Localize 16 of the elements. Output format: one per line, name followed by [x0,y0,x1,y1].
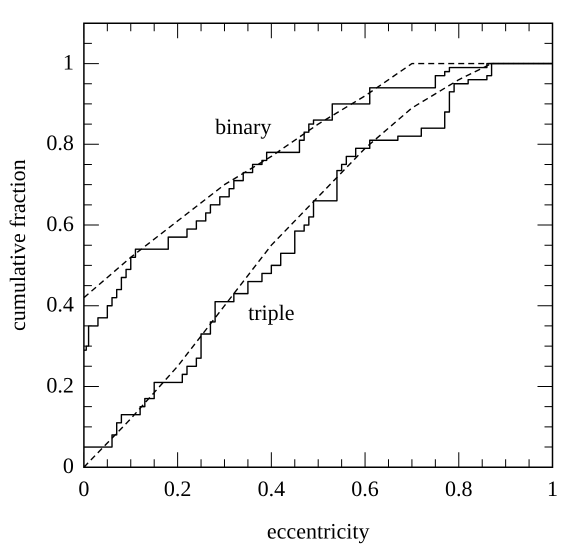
annotation: triple [248,300,295,325]
y-axis-title: cumulative fraction [4,159,30,332]
x-axis-title: eccentricity [266,518,370,544]
annotation: binary [215,114,272,139]
x-tick-label: 0.6 [351,476,379,502]
y-tick-label: 0.6 [46,210,74,236]
x-tick-label: 0.4 [258,476,286,502]
y-tick-label: 0.2 [46,372,74,398]
y-tick-label: 0 [62,452,74,478]
x-tick-label: 0.2 [164,476,192,502]
y-tick-label: 0.4 [46,292,74,317]
x-tick-label: 0.8 [445,476,473,502]
y-tick-label: 1 [62,49,74,74]
y-tick-label: 0.8 [46,130,74,156]
x-tick-label: 1 [547,476,558,502]
x-tick-label: 0 [78,476,90,502]
